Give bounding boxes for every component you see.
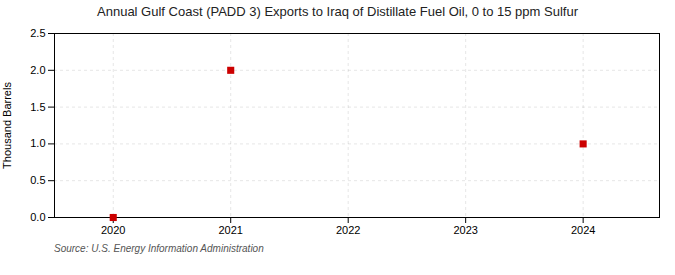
svg-text:2023: 2023 <box>453 224 477 236</box>
svg-text:Thousand Barrels: Thousand Barrels <box>1 82 13 169</box>
svg-text:0.5: 0.5 <box>30 174 45 186</box>
svg-text:2021: 2021 <box>218 224 242 236</box>
html-text:Annual Gulf Coast (PADD 3) Exp: Annual Gulf Coast (PADD 3) Exports to Ir… <box>97 4 578 19</box>
svg-text:1.0: 1.0 <box>30 137 45 149</box>
svg-text:2.0: 2.0 <box>30 64 45 76</box>
svg-text:2020: 2020 <box>101 224 125 236</box>
html-text:Source: U.S. Energy Informatio: Source: U.S. Energy Information Administ… <box>54 243 264 254</box>
svg-text:2.5: 2.5 <box>30 27 45 39</box>
svg-text:2022: 2022 <box>336 224 360 236</box>
svg-text:1.5: 1.5 <box>30 101 45 113</box>
svg-text:2024: 2024 <box>571 224 595 236</box>
svg-text:0.0: 0.0 <box>30 211 45 223</box>
